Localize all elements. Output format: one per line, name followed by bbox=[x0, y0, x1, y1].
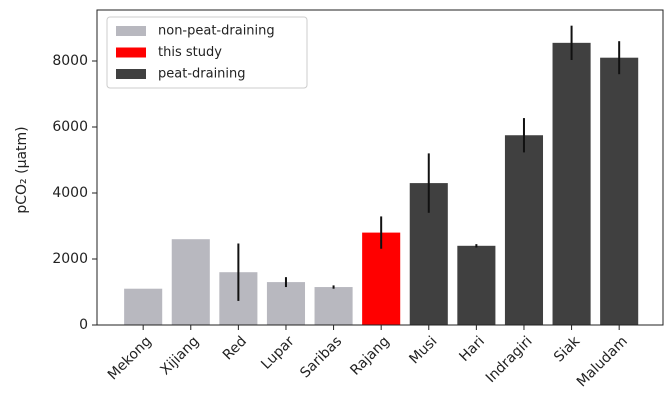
y-tick-label: 4000 bbox=[52, 185, 88, 201]
y-tick-label: 0 bbox=[79, 317, 88, 333]
x-tick-label: Indragiri bbox=[483, 333, 536, 386]
x-tick-label: Musi bbox=[406, 333, 440, 367]
bar bbox=[504, 135, 544, 325]
legend-swatch bbox=[116, 26, 146, 36]
bar bbox=[600, 57, 639, 326]
y-tick-label: 2000 bbox=[52, 251, 88, 267]
legend-swatch bbox=[116, 69, 146, 79]
y-tick-label: 8000 bbox=[52, 53, 88, 69]
bar bbox=[314, 287, 353, 325]
legend-label: this study bbox=[158, 45, 222, 60]
plot-frame bbox=[96, 9, 664, 326]
y-axis-label: pCO₂ (μatm) bbox=[14, 126, 30, 213]
x-tick-label: Maludam bbox=[574, 333, 631, 390]
x-tick-label: Saribas bbox=[297, 333, 345, 381]
x-tick-label: Rajang bbox=[347, 333, 392, 378]
bar bbox=[457, 245, 496, 325]
legend: non-peat-draining this study peat-draining bbox=[106, 16, 308, 89]
x-tick-label: Red bbox=[220, 333, 250, 363]
y-tick-label: 6000 bbox=[52, 119, 88, 135]
bar bbox=[552, 42, 591, 326]
legend-swatch bbox=[116, 47, 146, 58]
x-tick-label: Hari bbox=[456, 333, 488, 365]
x-tick-label: Mekong bbox=[105, 333, 155, 383]
x-tick-label: Siak bbox=[551, 333, 584, 366]
bar bbox=[266, 282, 306, 325]
bar bbox=[124, 288, 163, 325]
x-tick-label: Lupar bbox=[258, 333, 298, 373]
legend-box bbox=[106, 16, 308, 89]
legend-label: peat-draining bbox=[158, 67, 246, 82]
x-tick-label: Xijiang bbox=[157, 333, 202, 378]
bar bbox=[171, 239, 210, 325]
legend-label: non-peat-draining bbox=[158, 24, 275, 39]
